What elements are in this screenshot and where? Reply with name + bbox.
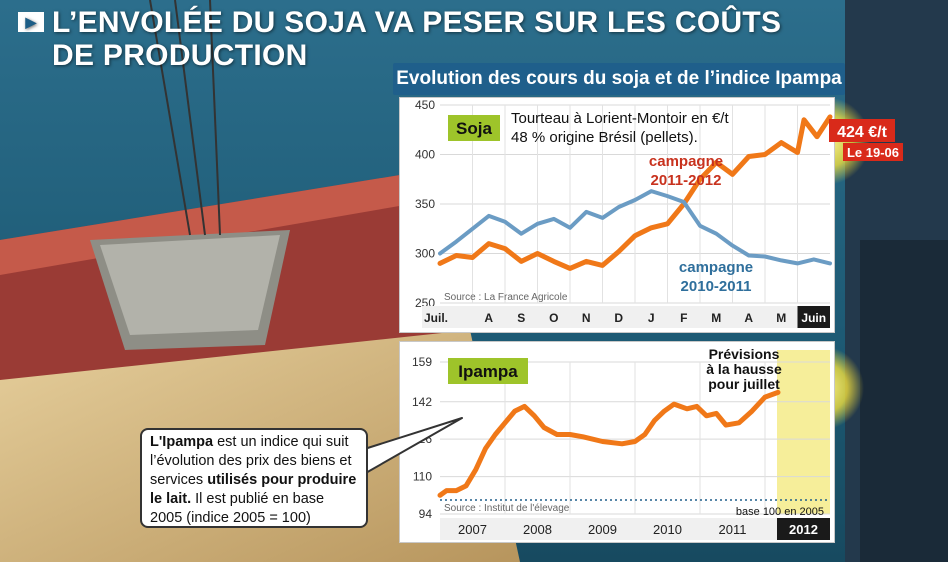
ipampa-x-tick-label: 2012 — [789, 522, 818, 537]
panel-title: Evolution des cours du soja et de l’indi… — [393, 63, 845, 95]
ipampa-y-tick-label: 110 — [413, 470, 432, 484]
ipampa-forecast-note: Prévisions — [709, 346, 780, 362]
ipampa-y-tick-label: 159 — [412, 355, 432, 369]
soja-tag-bg — [448, 115, 500, 141]
soja-series-label: 2010-2011 — [681, 278, 752, 295]
soja-source: Source : La France Agricole — [444, 292, 568, 303]
ipampa-forecast-note: à la hausse — [706, 361, 782, 377]
soja-x-tick-label: M — [776, 311, 786, 325]
ipampa-series-line — [437, 389, 781, 498]
soja-x-tick-label: Juin — [801, 311, 826, 325]
ipampa-x-axis-band — [440, 518, 830, 540]
callout-text1: est un indice qui suit l’évolution des p… — [150, 434, 352, 488]
ipampa-y-tick-label: 94 — [419, 507, 433, 521]
ipampa-x-tick-label: 2011 — [719, 522, 747, 537]
ipampa-x-tick-label: 2008 — [523, 522, 552, 537]
soja-x-tick-label: D — [614, 311, 623, 325]
ipampa-forecast-band — [777, 350, 830, 514]
soja-y-tick-label: 400 — [415, 148, 435, 162]
soja-y-tick-label: 350 — [415, 197, 435, 211]
soja-y-tick-label: 300 — [415, 247, 435, 261]
headline-line1: L’ENVOLÉE DU SOJA VA PESER SUR LES COÛTS — [52, 6, 782, 39]
soja-y-tick-label: 450 — [415, 98, 435, 112]
ipampa-x-tick-label: 2009 — [588, 522, 617, 537]
ipampa-forecast-note: pour juillet — [708, 376, 780, 392]
soja-x-tick-label: A — [744, 311, 753, 325]
soja-x-tick-highlight — [797, 306, 830, 328]
soja-x-tick-label: O — [549, 311, 558, 325]
callout-text2: Il est publié en base 2005 (indice 2005 … — [150, 491, 325, 526]
soja-x-tick-label: Juil. — [424, 311, 448, 325]
ipampa-callout: L'Ipampa est un indice qui suit l’évolut… — [140, 428, 368, 528]
soja-x-tick-label: M — [711, 311, 721, 325]
soja-x-tick-label: S — [517, 311, 525, 325]
arrow-icon: ▶ — [18, 12, 44, 33]
soja-series-line-2010-2011 — [438, 189, 832, 266]
ipampa-y-tick-label: 142 — [412, 395, 432, 409]
soja-annotation-date-bg — [843, 143, 903, 161]
headline: ▶ L’ENVOLÉE DU SOJA VA PESER SUR LES COÛT… — [18, 6, 781, 72]
soja-x-axis-band — [422, 306, 830, 328]
callout-bold: utilisés pour produire le lait. — [150, 472, 357, 507]
soja-annotation-value: 424 €/t — [837, 124, 887, 141]
soja-subtitle-2: 48 % origine Brésil (pellets). — [511, 129, 698, 146]
ipampa-x-tick-label: 2007 — [458, 522, 487, 537]
ipampa-x-tick-label: 2010 — [653, 522, 682, 537]
ipampa-source: Source : Institut de l'élevage — [444, 503, 570, 514]
soja-series-label: campagne — [649, 153, 723, 170]
ipampa-x-tick-highlight — [777, 518, 830, 540]
headline-line2: DE PRODUCTION — [52, 39, 308, 72]
soja-chart-box — [399, 97, 835, 333]
ipampa-tag: Ipampa — [458, 362, 518, 381]
ipampa-tag-bg — [448, 358, 528, 384]
soja-tag: Soja — [456, 119, 492, 138]
soja-x-tick-label: J — [648, 311, 655, 325]
callout-term: L'Ipampa — [150, 434, 214, 450]
soja-x-tick-label: N — [582, 311, 591, 325]
soja-series-line-2011-2012 — [437, 114, 833, 271]
soja-subtitle-1: Tourteau à Lorient-Montoir en €/t — [511, 110, 729, 127]
soja-series-label: 2011-2012 — [651, 172, 722, 189]
soja-x-tick-label: F — [680, 311, 687, 325]
ipampa-base-label: base 100 en 2005 — [736, 506, 824, 518]
soja-x-tick-label: A — [484, 311, 493, 325]
soja-series-label: campagne — [679, 259, 753, 276]
soja-annotation-date: Le 19-06 — [847, 145, 899, 160]
soja-annotation-bg — [829, 119, 895, 142]
